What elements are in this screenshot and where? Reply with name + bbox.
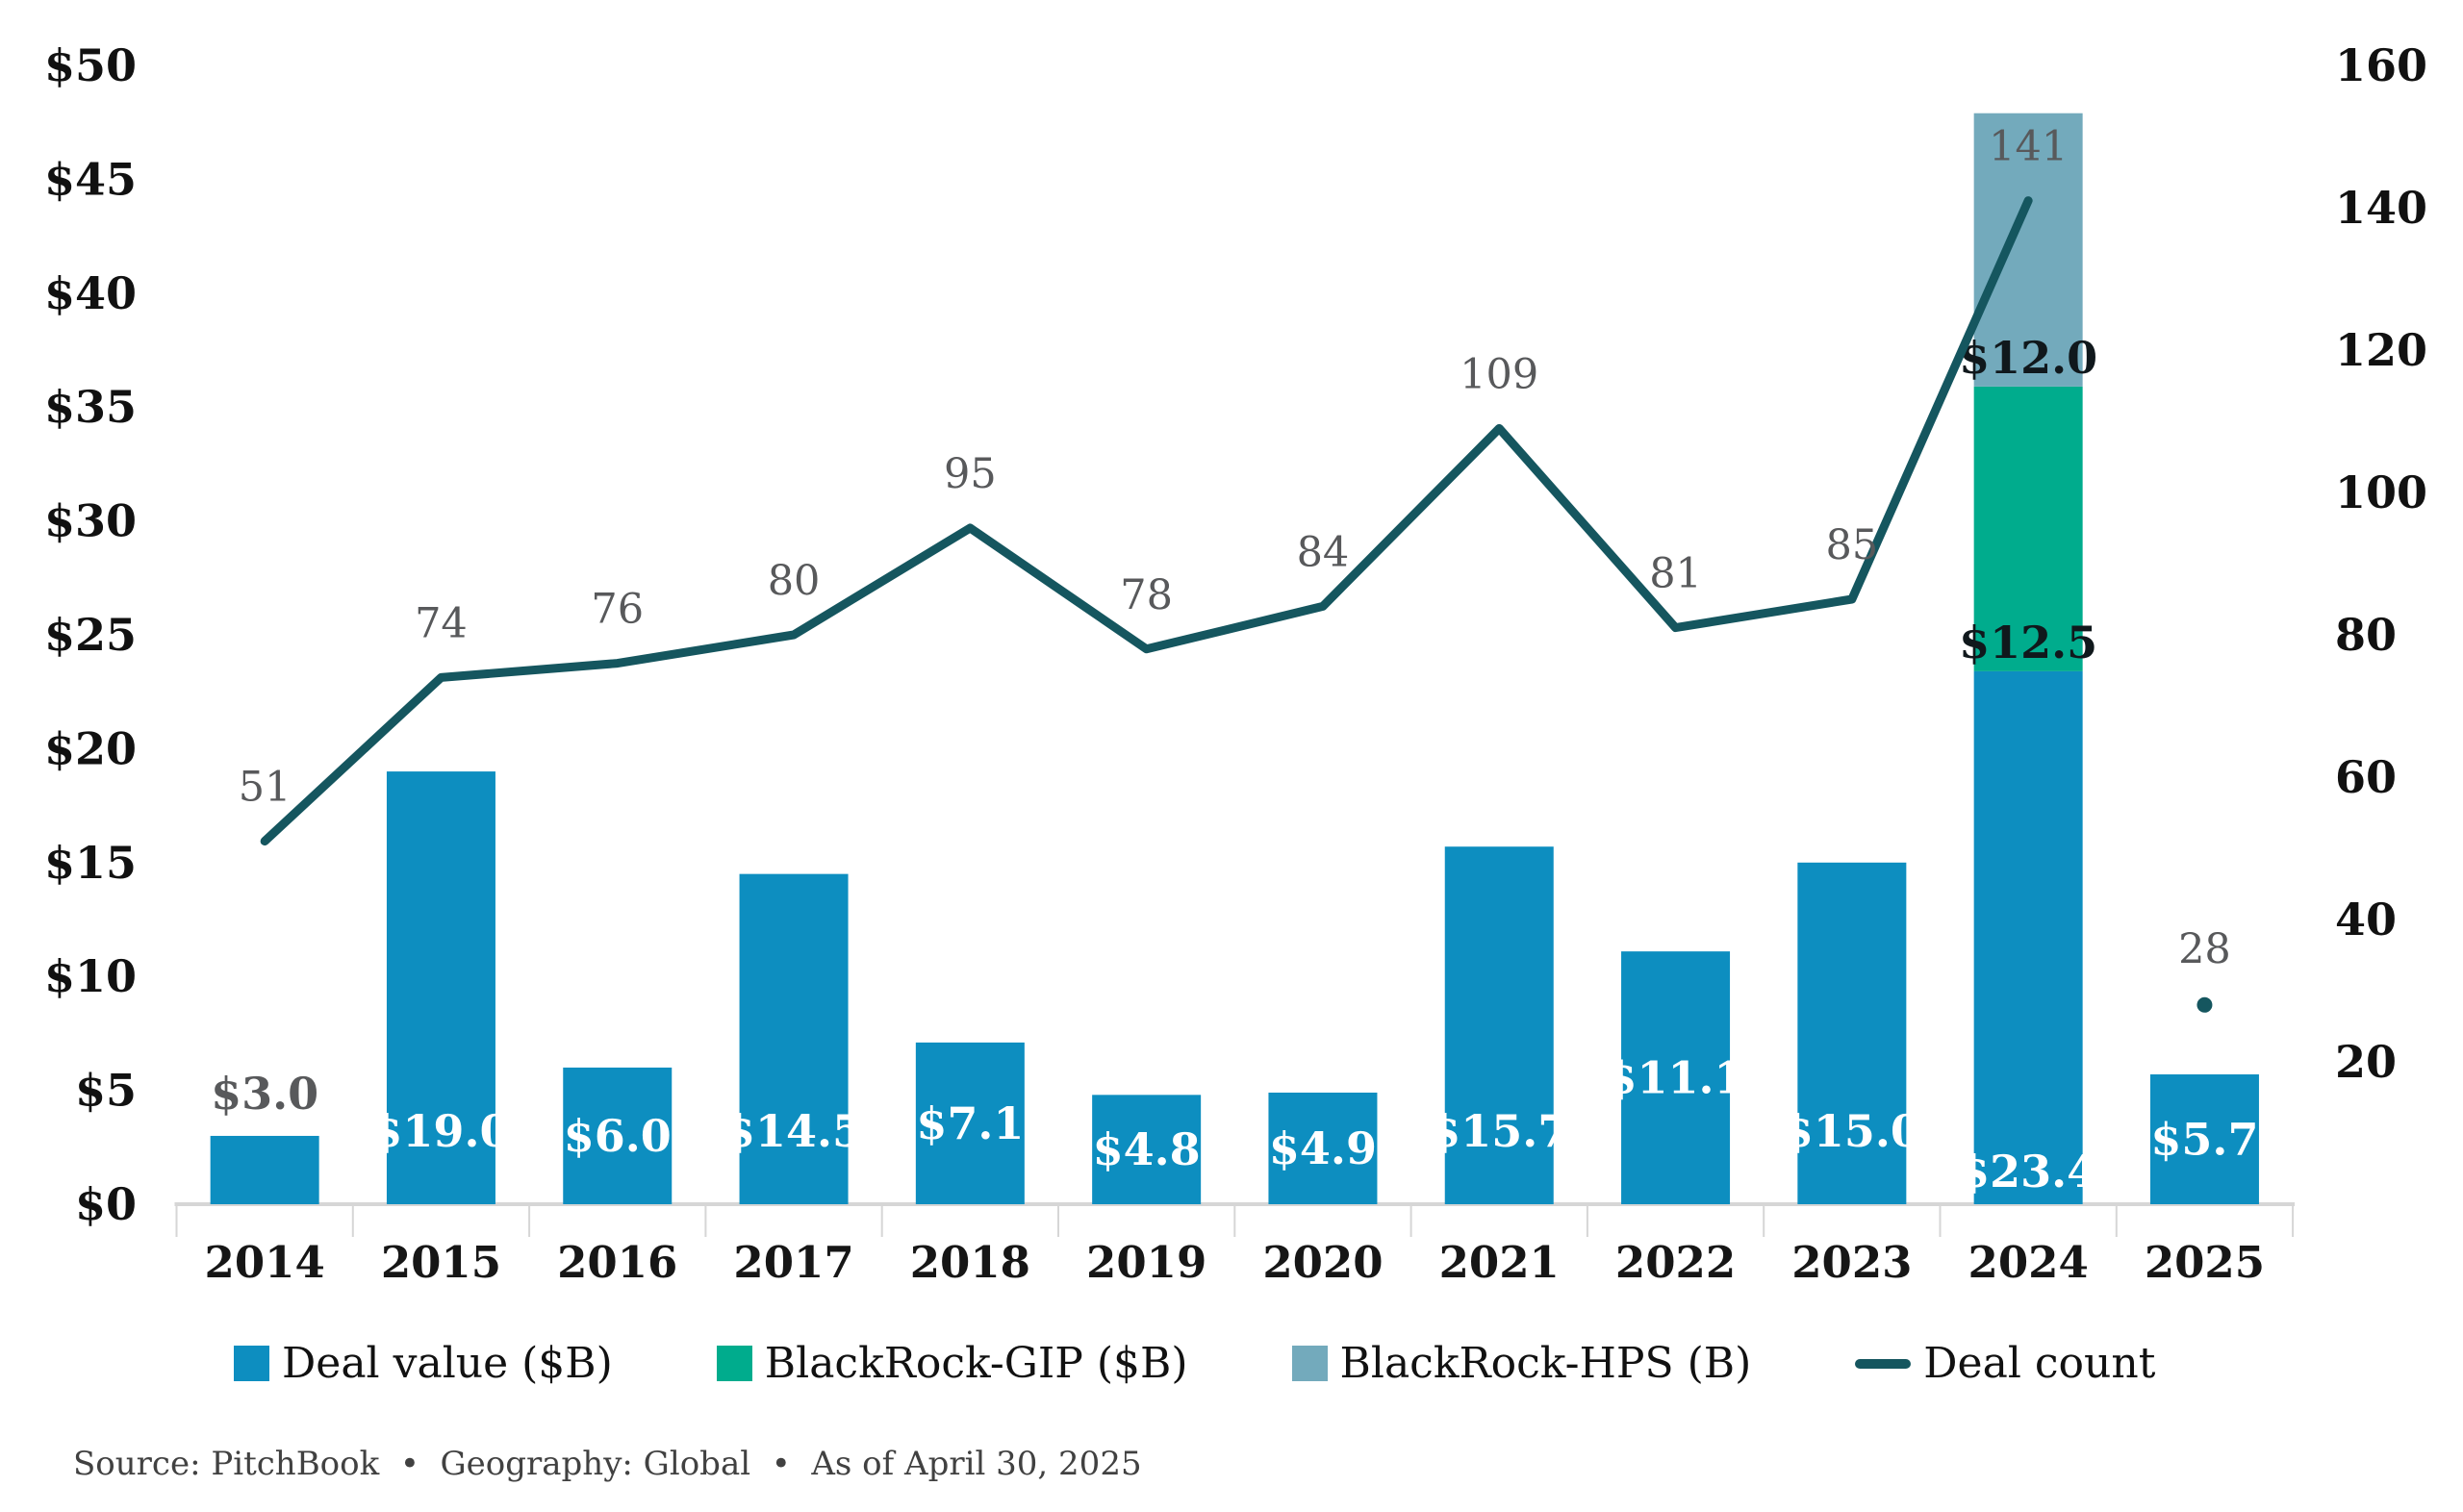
count-label-2020: 84	[1297, 528, 1350, 576]
bar-deal-value-2022	[1621, 951, 1731, 1204]
count-label-2022: 81	[1649, 550, 1702, 598]
x-tick-label-2019: 2019	[1086, 1237, 1206, 1288]
y-right-tick-label: 120	[2335, 324, 2427, 376]
count-label-2015: 74	[415, 599, 468, 647]
bar-label-2024: $23.4	[1959, 1146, 2097, 1197]
bar-label-2018: $7.1	[916, 1097, 1024, 1149]
bar-deal-value-2025	[2149, 1074, 2259, 1204]
y-right-tick-label: 160	[2335, 39, 2427, 91]
legend-item-deal-count: Deal count	[1855, 1339, 2155, 1388]
bar-label-2016: $6.0	[564, 1110, 672, 1162]
x-tick-label-2018: 2018	[910, 1237, 1030, 1288]
count-label-2017: 80	[768, 557, 821, 605]
count-label-2016: 76	[591, 586, 644, 634]
y-right-tick-label: 20	[2335, 1036, 2397, 1088]
x-tick-label-2023: 2023	[1791, 1237, 1912, 1288]
bar-blackrock-gip-2024	[1973, 386, 2083, 671]
legend-label: Deal value ($B)	[282, 1339, 613, 1388]
bar-label-2021: $15.7	[1430, 1105, 1568, 1157]
legend-line-swatch	[1855, 1358, 1912, 1369]
count-label-2023: 85	[1825, 521, 1878, 569]
count-label-2014: 51	[239, 764, 292, 812]
combo-chart: $0 $5 $10 $15 $20 $25 $30 $35 $40 $45 $50 20 40 60 80 1…	[44, 39, 2427, 1288]
x-tick-label-2024: 2024	[1968, 1237, 2089, 1288]
count-label-2024: 141	[1989, 123, 2068, 171]
hps-label-2024: $12.0	[1959, 332, 2097, 384]
bar-deal-value-2015	[386, 771, 495, 1204]
x-tick-label-2025: 2025	[2145, 1237, 2265, 1288]
x-tick-label-2021: 2021	[1439, 1237, 1560, 1288]
legend-label: BlackRock-HPS (B)	[1339, 1339, 1752, 1388]
y-left-tick-label: $5	[75, 1065, 137, 1117]
y-left-tick-label: $35	[44, 381, 137, 433]
y-right-tick-label: 140	[2335, 182, 2427, 234]
deal-count-line	[260, 196, 2033, 846]
x-tick-label-2020: 2020	[1262, 1237, 1383, 1288]
bar-label-2019: $4.8	[1093, 1123, 1201, 1175]
count-label-2025: 28	[2178, 925, 2231, 973]
y-left-tick-label: $45	[44, 153, 137, 205]
bar-label-2015: $19.0	[371, 1105, 510, 1157]
bar-deal-value-2020	[1268, 1092, 1378, 1204]
y-left-tick-label: $25	[44, 609, 137, 661]
y-right-tick-label: 80	[2335, 609, 2397, 661]
bar-label-2017: $14.5	[724, 1105, 863, 1157]
bar-deal-value-2019	[1092, 1095, 1202, 1204]
x-tick-label-2016: 2016	[557, 1237, 677, 1288]
bar-label-2020: $4.9	[1269, 1122, 1377, 1174]
y-right-tick-label: 60	[2335, 751, 2397, 803]
bar-deal-value-2018	[915, 1042, 1025, 1204]
x-tick-label-2015: 2015	[381, 1237, 501, 1288]
legend-item-blackrock-gip-b: BlackRock-GIP ($B)	[716, 1339, 1188, 1388]
y-left-tick-label: $15	[44, 837, 137, 889]
y-left-tick-label: $0	[75, 1178, 137, 1230]
y-left-tick-label: $10	[44, 950, 137, 1002]
bar-deal-value-2023	[1797, 862, 1907, 1204]
x-tick-label-2017: 2017	[733, 1237, 853, 1288]
bar-label-2025: $5.7	[2150, 1114, 2258, 1166]
legend-item-blackrock-hps-b: BlackRock-HPS (B)	[1291, 1339, 1752, 1388]
chart-legend: Deal value ($B) BlackRock-GIP ($B) BlackRo…	[234, 1339, 2155, 1388]
x-tick-label-2014: 2014	[205, 1237, 325, 1288]
bar-blackrock-hps-2024	[1973, 113, 2083, 387]
count-label-2018: 95	[944, 450, 997, 498]
x-tick-label-2022: 2022	[1615, 1237, 1736, 1288]
bar-deal-value-2021	[1444, 846, 1554, 1204]
legend-item-deal-value-b: Deal value ($B)	[234, 1339, 613, 1388]
legend-square-swatch	[234, 1346, 269, 1381]
count-label-2021: 109	[1460, 350, 1538, 398]
legend-square-swatch	[716, 1346, 752, 1381]
bar-label-2014: $3.0	[211, 1068, 318, 1120]
bar-label-2023: $15.0	[1783, 1105, 1921, 1157]
source-line: Source: PitchBook • Geography: Global • …	[73, 1445, 1142, 1483]
bar-deal-value-2014	[210, 1135, 319, 1204]
gip-label-2024: $12.5	[1959, 617, 2097, 668]
y-left-tick-label: $50	[44, 39, 137, 91]
bar-deal-value-2016	[563, 1067, 673, 1204]
legend-square-swatch	[1291, 1346, 1328, 1381]
y-right-tick-label: 40	[2335, 894, 2397, 945]
bar-deal-value-2017	[739, 873, 849, 1204]
bar-label-2022: $11.1	[1607, 1052, 1745, 1104]
bar-deal-value-2024	[1973, 670, 2083, 1204]
y-right-tick-label: 100	[2335, 466, 2427, 518]
deal-count-dot-2025	[2196, 996, 2213, 1013]
legend-label: Deal count	[1923, 1339, 2156, 1388]
y-left-tick-label: $40	[44, 267, 137, 319]
y-left-tick-label: $20	[44, 722, 137, 774]
legend-label: BlackRock-GIP ($B)	[764, 1339, 1188, 1388]
y-left-tick-label: $30	[44, 495, 137, 547]
count-label-2019: 78	[1120, 571, 1173, 619]
